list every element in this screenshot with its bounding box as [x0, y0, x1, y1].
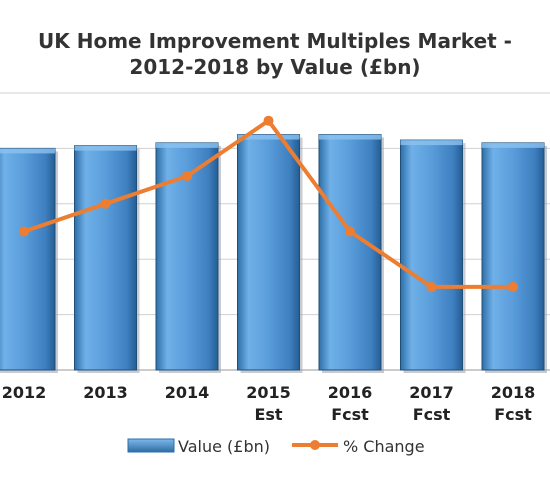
bar-top-bevel [400, 140, 463, 146]
bar-body [74, 145, 137, 371]
bar-top-bevel [482, 142, 544, 148]
legend-label-value: Value (£bn) [178, 437, 270, 456]
bar-top-bevel [0, 148, 55, 154]
bar-body [481, 142, 545, 371]
legend-swatch-change-marker [310, 440, 320, 450]
x-axis-labels: 2012 2013 2014 2015 Est 2016 Fcst 2017 Fcst 2018 F… [2, 383, 536, 424]
bar [237, 134, 303, 373]
x-tick-sublabel: Fcst [413, 405, 451, 424]
bar [481, 142, 547, 373]
x-tick-label: 2013 [83, 383, 128, 402]
bar-top-bevel [319, 134, 381, 140]
change-marker [508, 281, 518, 292]
x-tick-label: 2012 [2, 383, 47, 402]
x-tick-sublabel: Est [254, 405, 282, 424]
x-tick-label: 2018 [491, 383, 536, 402]
line-layer [19, 115, 518, 292]
legend-label-change: % Change [343, 437, 425, 456]
x-tick-sublabel: Fcst [494, 405, 532, 424]
change-marker [345, 226, 355, 237]
change-marker [182, 171, 192, 182]
x-tick-label: 2015 [246, 383, 291, 402]
change-marker [263, 115, 274, 126]
bar-top-bevel [74, 145, 137, 151]
x-tick-label: 2017 [409, 383, 454, 402]
bar [74, 145, 140, 373]
bar-top-bevel [156, 142, 218, 148]
change-marker [100, 198, 111, 209]
bar-body [400, 139, 463, 371]
x-tick-label: 2014 [165, 383, 210, 402]
bar [0, 147, 58, 373]
bar [400, 139, 466, 373]
legend-swatch-value [127, 438, 175, 453]
bar-layer [0, 134, 547, 373]
bar-top-bevel [237, 134, 300, 140]
bar [318, 134, 384, 373]
bar-body [318, 134, 382, 371]
chart-title-line-2: 2012-2018 by Value (£bn) [129, 55, 420, 79]
bar-body [237, 134, 300, 371]
change-marker [426, 281, 437, 292]
x-tick-label: 2016 [328, 383, 373, 402]
chart-title-line-1: UK Home Improvement Multiples Market - [38, 29, 512, 53]
x-tick-sublabel: Fcst [331, 405, 369, 424]
legend: Value (£bn) % Change [127, 437, 425, 456]
change-marker [19, 226, 29, 237]
bar-body [0, 147, 56, 371]
